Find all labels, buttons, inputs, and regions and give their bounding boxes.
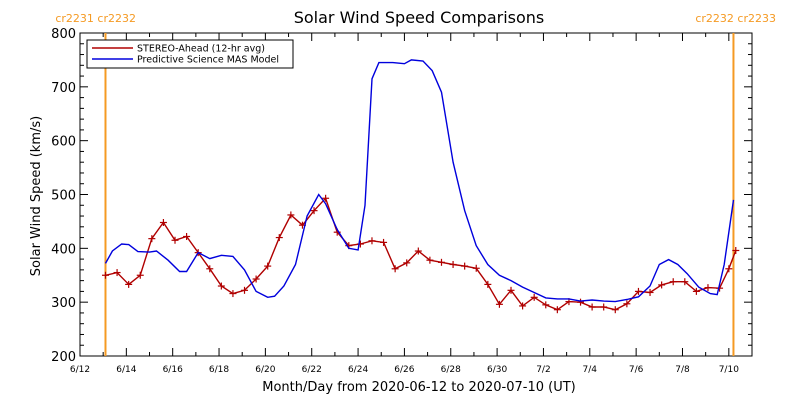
x-tick-label: 6/22 <box>302 365 322 375</box>
axis-ticks: 200 300 400 500 600 700 800 6/12 6/14 6/16 6/18 6/2… <box>51 27 752 375</box>
x-tick-label: 6/24 <box>348 365 368 375</box>
legend-entry-label: Predictive Science MAS Model <box>137 55 279 66</box>
y-tick-label: 500 <box>51 189 76 204</box>
legend-box <box>86 39 294 69</box>
x-axis-label: Month/Day from 2020-06-12 to 2020-07-10 … <box>262 380 575 395</box>
series-mas-model-line <box>104 59 735 303</box>
x-tick-label: 7/2 <box>536 365 550 375</box>
y-tick-label: 800 <box>51 27 76 42</box>
y-tick-label: 600 <box>51 135 76 150</box>
carrington-markers: cr2231 cr2232 cr2232 cr2233 <box>55 12 776 356</box>
x-tick-label: 6/18 <box>209 365 229 375</box>
legend-entry-label: STEREO-Ahead (12-hr avg) <box>137 44 265 55</box>
y-axis-label: Solar Wind Speed (km/s) <box>29 116 44 276</box>
y-tick-label: 300 <box>51 296 76 311</box>
x-tick-label: 7/4 <box>583 365 598 375</box>
plot-border <box>79 32 753 357</box>
series-layer <box>101 59 740 314</box>
x-tick-label: 6/14 <box>116 365 136 375</box>
carrington-marker-label: cr2232 cr2233 <box>695 12 776 25</box>
y-tick-label: 200 <box>51 350 76 365</box>
series-stereo-ahead-line <box>105 196 737 311</box>
x-tick-label: 6/16 <box>163 365 183 375</box>
y-tick-label: 700 <box>51 81 76 96</box>
x-tick-label: 6/28 <box>441 365 461 375</box>
x-tick-label: 7/6 <box>629 365 644 375</box>
legend: STEREO-Ahead (12-hr avg)Predictive Scien… <box>86 39 294 69</box>
y-tick-label: 400 <box>51 242 76 257</box>
x-tick-label: 6/12 <box>70 365 90 375</box>
plot-frame <box>79 32 753 357</box>
x-tick-label: 7/8 <box>675 365 690 375</box>
x-tick-label: 6/30 <box>487 365 507 375</box>
x-tick-label: 6/20 <box>255 365 275 375</box>
x-tick-label: 6/26 <box>394 365 414 375</box>
x-tick-label: 7/10 <box>719 365 739 375</box>
carrington-marker-label: cr2231 cr2232 <box>55 12 136 25</box>
chart-title: Solar Wind Speed Comparisons <box>294 8 545 27</box>
